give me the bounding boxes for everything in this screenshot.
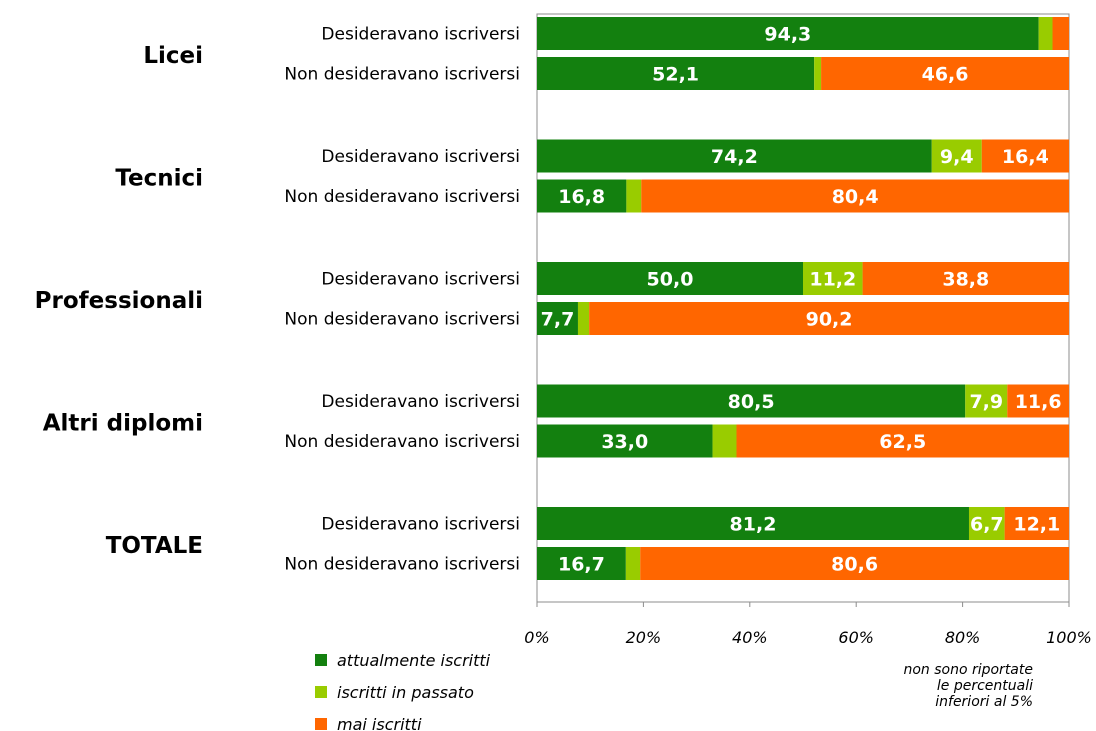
bar-segment-iscritti-in-passato: [1038, 17, 1053, 50]
bar-segment-attualmente-iscritti: [537, 547, 626, 580]
row-label: Non desideravano iscriversi: [284, 555, 520, 575]
row-label: Desideravano iscriversi: [321, 515, 520, 535]
data-label: 7,9: [969, 391, 1003, 413]
group-label: Professionali: [35, 288, 203, 314]
bar-segment-iscritti-in-passato: [965, 384, 1008, 418]
bar-segment-attualmente-iscritti: [537, 17, 1039, 50]
bar-segment-iscritti-in-passato: [625, 547, 641, 580]
row-label: Non desideravano iscriversi: [284, 432, 520, 452]
data-label: 50,0: [647, 269, 694, 291]
bar-segment-mai-iscritti: [640, 547, 1069, 580]
footnote-line: inferiori al 5%: [935, 694, 1033, 710]
group-label: Licei: [143, 43, 203, 69]
bar-segment-attualmente-iscritti: [537, 179, 627, 213]
bar-segment-iscritti-in-passato: [803, 262, 863, 295]
bar-segment-mai-iscritti: [981, 139, 1069, 173]
data-label: 7,7: [541, 309, 575, 331]
bar-segment-mai-iscritti: [1052, 17, 1069, 50]
bar-segment-attualmente-iscritti: [537, 384, 966, 418]
bar-segment-iscritti-in-passato: [814, 57, 822, 90]
data-label: 33,0: [601, 431, 648, 453]
bar-segment-iscritti-in-passato: [577, 302, 590, 335]
footnote-line: le percentuali: [937, 678, 1033, 694]
legend-swatch: [315, 718, 327, 730]
bar-segment-mai-iscritti: [862, 262, 1069, 295]
bar-segment-attualmente-iscritti: [537, 262, 803, 295]
bar-segment-iscritti-in-passato: [931, 139, 982, 173]
row-label: Non desideravano iscriversi: [284, 187, 520, 207]
x-tick-label: 0%: [524, 628, 549, 647]
data-label: 6,7: [970, 514, 1004, 536]
row-label: Desideravano iscriversi: [321, 270, 520, 290]
row-label: Non desideravano iscriversi: [284, 65, 520, 85]
data-label: 38,8: [942, 269, 989, 291]
bar-segment-iscritti-in-passato: [712, 424, 737, 458]
data-label: 16,7: [558, 554, 605, 576]
data-label: 94,3: [764, 24, 811, 46]
bar-segment-mai-iscritti: [1007, 384, 1069, 418]
data-label: 16,4: [1002, 146, 1049, 168]
x-tick-label: 80%: [945, 628, 981, 647]
group-label: TOTALE: [106, 533, 203, 559]
data-label: 11,2: [809, 269, 856, 291]
data-label: 16,8: [558, 186, 605, 208]
legend-swatch: [315, 654, 327, 666]
data-label: 62,5: [879, 431, 926, 453]
bar-segment-attualmente-iscritti: [537, 139, 932, 173]
bar-segment-iscritti-in-passato: [968, 507, 1005, 540]
row-label: Desideravano iscriversi: [321, 392, 520, 412]
x-tick-label: 20%: [626, 628, 662, 647]
data-label: 11,6: [1015, 391, 1062, 413]
data-label: 74,2: [711, 146, 758, 168]
data-label: 80,5: [728, 391, 775, 413]
footnote-line: non sono riportate: [903, 662, 1033, 678]
data-label: 80,4: [832, 186, 879, 208]
bar-segment-mai-iscritti: [1004, 507, 1069, 540]
row-label: Desideravano iscriversi: [321, 147, 520, 167]
x-tick-label: 60%: [838, 628, 874, 647]
data-label: 81,2: [730, 514, 777, 536]
bar-segment-mai-iscritti: [641, 179, 1069, 213]
data-label: 46,6: [922, 64, 969, 86]
data-label: 90,2: [806, 309, 853, 331]
group-label: Altri diplomi: [43, 411, 203, 437]
legend-entry: mai iscritti: [337, 715, 422, 731]
row-label: Non desideravano iscriversi: [284, 310, 520, 330]
bar-segment-mai-iscritti: [589, 302, 1069, 335]
data-label: 80,6: [831, 554, 878, 576]
bar-segment-mai-iscritti: [821, 57, 1069, 90]
legend-entry: iscritti in passato: [337, 683, 474, 702]
x-tick-label: 40%: [732, 628, 768, 647]
legend-entry: attualmente iscritti: [337, 651, 491, 670]
data-label: 52,1: [652, 64, 699, 86]
x-tick-label: 100%: [1046, 628, 1092, 647]
bar-segment-attualmente-iscritti: [537, 507, 969, 540]
bar-segment-mai-iscritti: [736, 424, 1069, 458]
bar-segment-attualmente-iscritti: [537, 424, 713, 458]
bar-segment-attualmente-iscritti: [537, 57, 815, 90]
data-label: 9,4: [940, 146, 974, 168]
bar-segment-attualmente-iscritti: [537, 302, 578, 335]
bar-segment-iscritti-in-passato: [626, 179, 642, 213]
group-label: Tecnici: [115, 166, 203, 192]
legend-swatch: [315, 686, 327, 698]
data-label: 12,1: [1013, 514, 1060, 536]
row-label: Desideravano iscriversi: [321, 25, 520, 45]
